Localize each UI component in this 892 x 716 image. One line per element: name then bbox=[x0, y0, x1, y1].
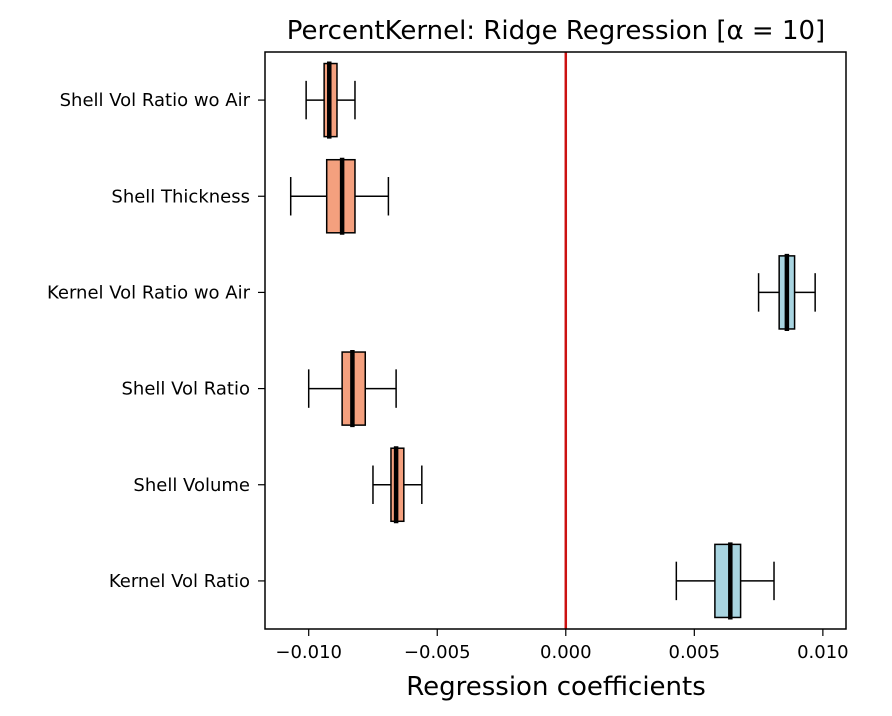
box-2 bbox=[757, 253, 816, 331]
x-tick-label: −0.010 bbox=[275, 642, 342, 663]
y-tick-label: Shell Vol Ratio bbox=[122, 379, 251, 400]
plot-frame bbox=[264, 51, 847, 630]
x-tick-label: 0.000 bbox=[540, 642, 592, 663]
box-1 bbox=[289, 157, 390, 235]
y-tick-label: Shell Vol Ratio wo Air bbox=[60, 90, 251, 111]
y-axis: Shell Vol Ratio wo Air Shell Thickness Ker… bbox=[47, 90, 265, 592]
box-5 bbox=[675, 542, 775, 620]
x-tick-label: −0.005 bbox=[404, 642, 471, 663]
x-axis: −0.010 −0.005 0.000 0.005 0.010 bbox=[275, 629, 849, 663]
x-axis-label: Regression coefficients bbox=[406, 672, 706, 702]
y-tick-label: Shell Thickness bbox=[111, 186, 250, 207]
chart-title: PercentKernel: Ridge Regression [α = 10] bbox=[287, 16, 825, 46]
y-tick-label: Kernel Vol Ratio bbox=[109, 571, 250, 592]
y-tick-label: Shell Volume bbox=[133, 475, 250, 496]
x-tick-label: 0.005 bbox=[669, 642, 721, 663]
y-tick-label: Kernel Vol Ratio wo Air bbox=[47, 282, 251, 303]
plot-area bbox=[289, 52, 816, 629]
box-iqr bbox=[714, 543, 742, 619]
x-tick-label: 0.010 bbox=[797, 642, 849, 663]
box-0 bbox=[305, 61, 356, 139]
box-4 bbox=[372, 446, 423, 524]
box-3 bbox=[307, 350, 397, 428]
